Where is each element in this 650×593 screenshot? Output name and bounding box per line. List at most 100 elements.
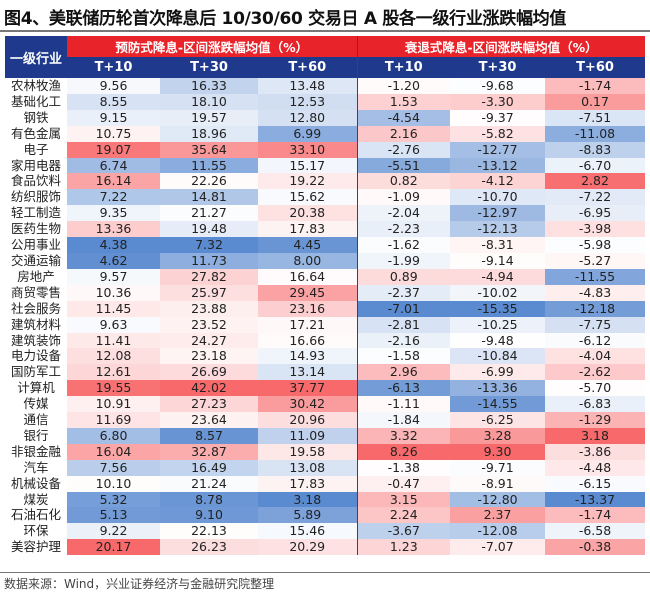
industry-label: 计算机 <box>17 380 55 396</box>
value-cell: 8.00 <box>258 252 357 269</box>
value-cell: -2.81 <box>356 316 450 333</box>
value-cell: 9.56 <box>67 78 160 94</box>
value-cell: 12.61 <box>67 364 160 381</box>
value-cell: -4.94 <box>450 268 545 285</box>
value-cell: 15.62 <box>258 189 357 206</box>
industry-label: 通信 <box>23 412 49 428</box>
industry-label: 电力设备 <box>10 348 61 364</box>
value-cell: 4.62 <box>67 252 160 269</box>
table-row: 煤炭 5.32 8.78 3.18 3.15 -12.80 -13.37 <box>5 491 645 508</box>
value-cell: 11.45 <box>67 300 160 317</box>
value-cell: -7.01 <box>356 300 450 317</box>
value-cell: -3.98 <box>545 221 645 238</box>
value-cell: -15.35 <box>450 300 545 317</box>
value-cell: 16.66 <box>258 332 357 349</box>
value-cell: 13.48 <box>258 78 357 94</box>
industry-label: 交通运输 <box>10 252 61 268</box>
value-cell: 19.48 <box>160 221 258 238</box>
table-row: 交通运输 4.62 11.73 8.00 -1.99 -9.14 -5.27 <box>5 252 645 269</box>
value-cell: 15.46 <box>258 523 357 540</box>
value-cell: 12.53 <box>258 93 357 110</box>
value-cell: -1.99 <box>356 252 450 269</box>
value-cell: 23.18 <box>160 348 258 365</box>
value-cell: 7.32 <box>160 237 258 253</box>
value-cell: -8.83 <box>545 141 645 158</box>
value-cell: -5.82 <box>450 125 545 142</box>
value-cell: -10.84 <box>450 348 545 365</box>
table-row: 基础化工 8.55 18.10 12.53 1.53 -3.30 0.17 <box>5 93 645 110</box>
value-cell: 9.57 <box>67 268 160 285</box>
value-cell: -6.70 <box>545 157 645 174</box>
value-cell: 6.99 <box>258 125 357 142</box>
value-cell: 9.15 <box>67 109 160 126</box>
value-cell: 16.14 <box>67 173 160 190</box>
value-cell: 35.64 <box>160 141 258 158</box>
value-cell: 22.26 <box>160 173 258 190</box>
value-cell: 8.55 <box>67 93 160 110</box>
value-cell: 20.29 <box>258 539 357 556</box>
value-cell: 18.96 <box>160 125 258 142</box>
industry-label: 钢铁 <box>23 109 49 125</box>
value-cell: 9.10 <box>160 507 258 524</box>
column-header: T+10 <box>356 57 450 78</box>
value-cell: 1.53 <box>356 93 450 110</box>
column-header: T+60 <box>545 57 645 78</box>
heatmap-table: 一级行业 预防式降息-区间涨跌幅均值（%） 衰退式降息-区间涨跌幅均值（%） T… <box>5 36 645 556</box>
value-cell: 10.10 <box>67 475 160 492</box>
value-cell: -12.80 <box>450 491 545 508</box>
industry-label: 机械设备 <box>10 475 61 491</box>
value-cell: -5.51 <box>356 157 450 174</box>
value-cell: -6.83 <box>545 396 645 413</box>
value-cell: -5.27 <box>545 252 645 269</box>
table-row: 商贸零售 10.36 25.97 29.45 -2.37 -10.02 -4.83 <box>5 284 645 301</box>
value-cell: -12.97 <box>450 205 545 222</box>
value-cell: -6.95 <box>545 205 645 222</box>
value-cell: 6.80 <box>67 427 160 444</box>
value-cell: -0.38 <box>545 539 645 556</box>
value-cell: 4.38 <box>67 237 160 253</box>
value-cell: 23.16 <box>258 300 357 317</box>
industry-label: 轻工制造 <box>10 205 61 221</box>
value-cell: 8.57 <box>160 427 258 444</box>
value-cell: 5.32 <box>67 491 160 508</box>
value-cell: 20.17 <box>67 539 160 556</box>
value-cell: 9.63 <box>67 316 160 333</box>
industry-label: 美容护理 <box>10 539 61 555</box>
value-cell: 3.32 <box>356 427 450 444</box>
value-cell: -5.70 <box>545 380 645 397</box>
value-cell: -1.74 <box>545 78 645 94</box>
table-row: 食品饮料 16.14 22.26 19.22 0.82 -4.12 2.82 <box>5 173 645 190</box>
value-cell: 11.55 <box>160 157 258 174</box>
value-cell: -6.13 <box>356 380 450 397</box>
value-cell: 8.26 <box>356 443 450 460</box>
value-cell: 2.16 <box>356 125 450 142</box>
value-cell: 13.14 <box>258 364 357 381</box>
value-cell: 2.96 <box>356 364 450 381</box>
value-cell: 9.22 <box>67 523 160 540</box>
value-cell: -13.12 <box>450 157 545 174</box>
table-row: 电力设备 12.08 23.18 14.93 -1.58 -10.84 -4.04 <box>5 348 645 365</box>
value-cell: 0.17 <box>545 93 645 110</box>
value-cell: -9.68 <box>450 78 545 94</box>
value-cell: -7.07 <box>450 539 545 556</box>
value-cell: -8.91 <box>450 475 545 492</box>
value-cell: -1.74 <box>545 507 645 524</box>
value-cell: -9.48 <box>450 332 545 349</box>
table-row: 纺织服饰 7.22 14.81 15.62 -1.09 -10.70 -7.22 <box>5 189 645 206</box>
value-cell: 16.33 <box>160 78 258 94</box>
group-header-preventive: 预防式降息-区间涨跌幅均值（%） <box>67 36 357 57</box>
value-cell: -2.37 <box>356 284 450 301</box>
value-cell: 29.45 <box>258 284 357 301</box>
value-cell: -2.16 <box>356 332 450 349</box>
value-cell: 26.23 <box>160 539 258 556</box>
table-row: 社会服务 11.45 23.88 23.16 -7.01 -15.35 -12.18 <box>5 300 645 317</box>
value-cell: 7.22 <box>67 189 160 206</box>
value-cell: 12.80 <box>258 109 357 126</box>
industry-label: 房地产 <box>17 268 55 284</box>
value-cell: -1.20 <box>356 78 450 94</box>
value-cell: 10.91 <box>67 396 160 413</box>
source-note: 数据来源：Wind，兴业证券经济与金融研究院整理 <box>4 577 275 591</box>
value-cell: 2.24 <box>356 507 450 524</box>
industry-label: 建筑装饰 <box>10 332 61 348</box>
table-row: 公用事业 4.38 7.32 4.45 -1.62 -8.31 -5.98 <box>5 237 645 253</box>
